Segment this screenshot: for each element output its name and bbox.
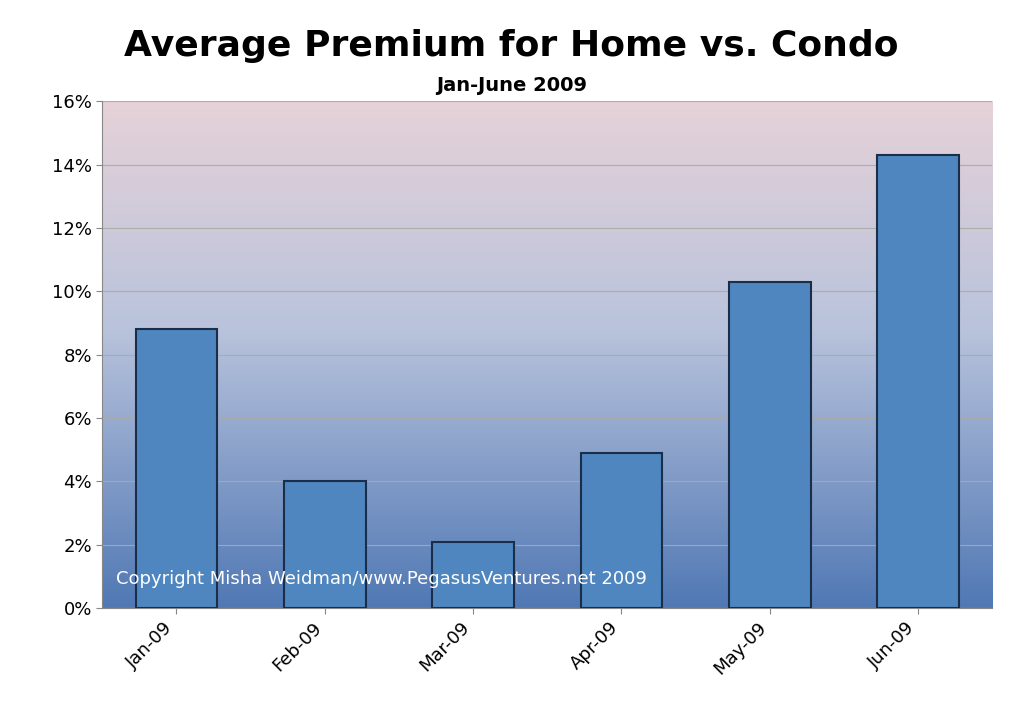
Bar	[581, 453, 662, 608]
Text: Copyright Misha Weidman/www.PegasusVentures.net 2009: Copyright Misha Weidman/www.PegasusVentu…	[116, 570, 647, 588]
Bar	[878, 155, 959, 608]
Text: Jan-June 2009: Jan-June 2009	[436, 76, 587, 95]
Text: Average Premium for Home vs. Condo: Average Premium for Home vs. Condo	[124, 29, 899, 63]
Bar	[433, 542, 514, 608]
Bar	[136, 329, 217, 608]
Bar	[284, 481, 365, 608]
Bar	[729, 282, 810, 608]
